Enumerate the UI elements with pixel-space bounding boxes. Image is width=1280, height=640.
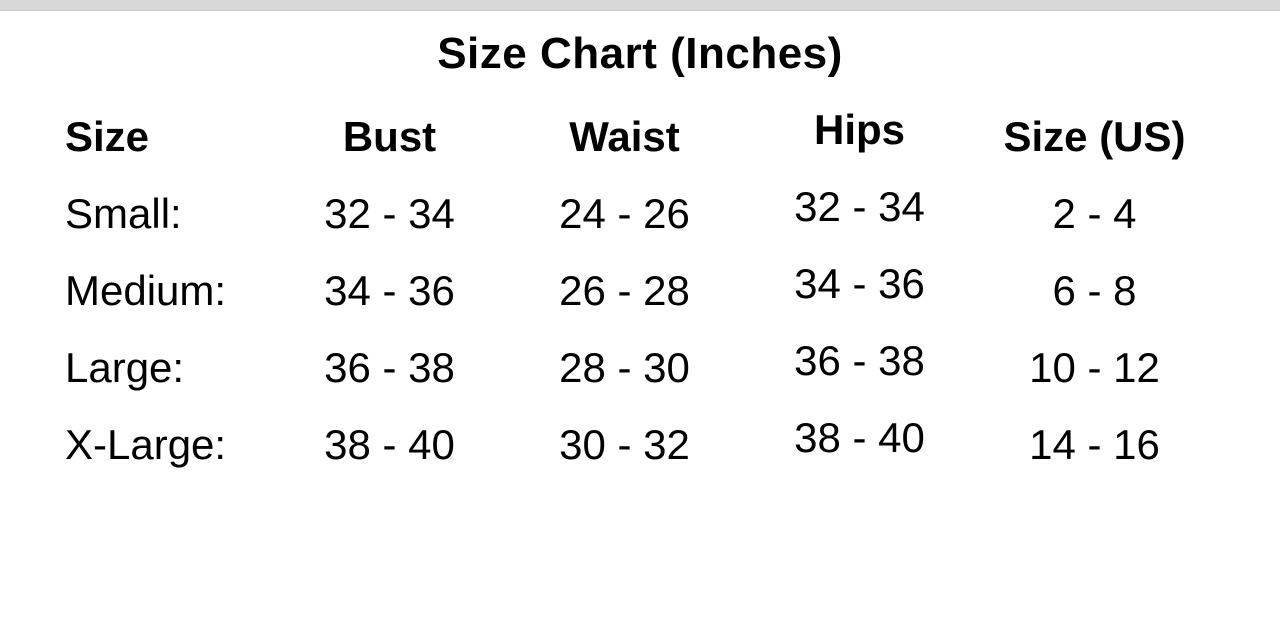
column-header-size: Size — [65, 112, 150, 160]
row-small-hips: 32 - 34 — [794, 182, 925, 230]
row-medium-size-us: 6 - 8 — [1052, 266, 1137, 314]
page-title: Size Chart (Inches) — [437, 29, 843, 78]
row-xlarge-waist: 30 - 32 — [559, 420, 690, 468]
row-medium-label: Medium: — [65, 266, 227, 314]
row-large-hips: 36 - 38 — [794, 336, 925, 384]
row-xlarge-size-us: 14 - 16 — [1029, 420, 1160, 468]
row-medium-waist: 26 - 28 — [559, 266, 690, 314]
row-large-waist: 28 - 30 — [559, 343, 690, 391]
row-large-size-us: 10 - 12 — [1029, 343, 1160, 391]
column-header-waist: Waist — [569, 112, 680, 160]
column-header-hips: Hips — [813, 105, 905, 153]
row-large-bust: 36 - 38 — [324, 343, 455, 391]
row-xlarge-hips: 38 - 40 — [794, 413, 925, 461]
row-small-label: Small: — [65, 189, 182, 237]
row-medium-bust: 34 - 36 — [324, 266, 455, 314]
column-header-size-us: Size (US) — [1003, 112, 1186, 160]
row-small-waist: 24 - 26 — [559, 189, 690, 237]
row-small-bust: 32 - 34 — [324, 189, 455, 237]
top-bar — [0, 0, 1280, 11]
size-chart-table: Size Bust Waist Hips Size (US) Small: 32… — [65, 98, 1212, 483]
row-small-size-us: 2 - 4 — [1052, 189, 1137, 237]
row-xlarge-label: X-Large: — [65, 420, 227, 468]
row-xlarge-bust: 38 - 40 — [324, 420, 455, 468]
column-header-bust: Bust — [342, 112, 437, 160]
row-large-label: Large: — [65, 343, 185, 391]
row-medium-hips: 34 - 36 — [794, 259, 925, 307]
